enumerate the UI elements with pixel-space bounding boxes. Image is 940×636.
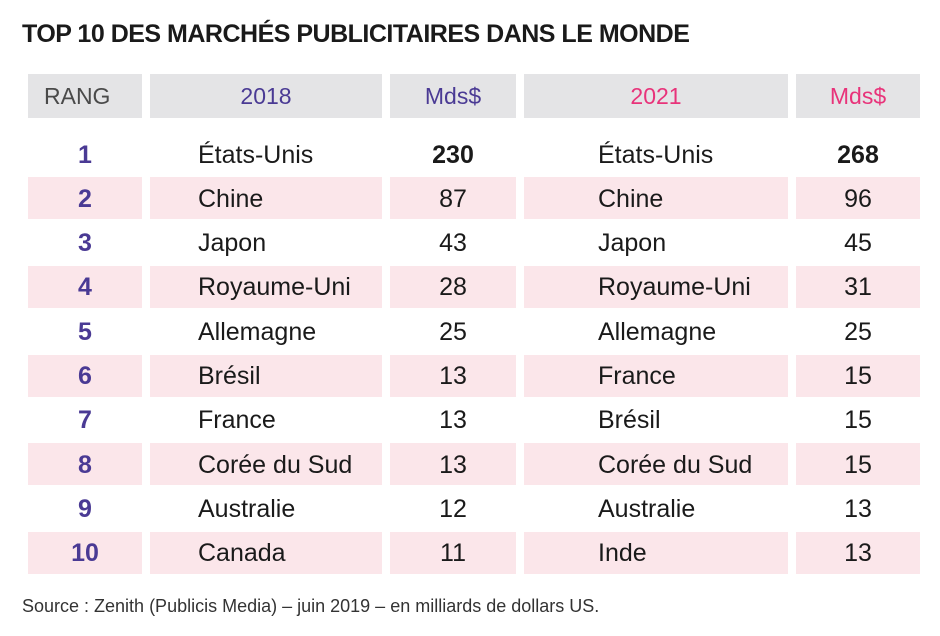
rank-cell: 2 — [78, 184, 92, 213]
value-2021-cell: 96 — [844, 184, 872, 213]
table-row: 3 Japon 43 Japon 45 — [0, 222, 940, 266]
row-band — [390, 177, 516, 220]
country-2021-cell: Japon — [598, 229, 667, 258]
country-2018-cell: France — [198, 406, 276, 435]
country-2021-cell: France — [598, 362, 676, 390]
value-2021-cell: 31 — [844, 273, 872, 302]
value-2021-cell: 25 — [844, 317, 872, 346]
country-2021-cell: Corée du Sud — [598, 450, 753, 479]
value-2018-cell: 43 — [439, 229, 467, 258]
rank-cell: 4 — [78, 273, 92, 302]
country-2018-cell: Canada — [198, 539, 286, 568]
value-2018-cell: 28 — [439, 273, 467, 302]
country-2021-cell: Australie — [598, 494, 696, 523]
country-2018-cell: Royaume-Uni — [198, 273, 351, 302]
country-2021-cell: Royaume-Uni — [598, 273, 751, 302]
value-2021-cell: 268 — [837, 140, 879, 169]
value-2021-cell: 15 — [844, 406, 872, 435]
row-band — [150, 177, 382, 220]
value-2018-cell: 13 — [439, 450, 467, 479]
country-2018-cell: Allemagne — [198, 317, 317, 346]
value-2021-cell: 13 — [844, 539, 872, 568]
country-2018-cell: Chine — [198, 184, 264, 213]
row-band — [390, 354, 516, 397]
row-band — [524, 354, 788, 397]
row-band — [390, 265, 516, 308]
row-band — [28, 443, 142, 486]
country-2018-cell: Brésil — [198, 362, 261, 390]
row-band — [150, 531, 382, 574]
row-band — [390, 443, 516, 486]
rank-cell: 7 — [78, 406, 92, 435]
row-band — [524, 177, 788, 220]
source-note: Source : Zenith (Publicis Media) – juin … — [22, 596, 600, 616]
value-2018-cell: 13 — [439, 406, 467, 435]
row-band — [28, 265, 142, 308]
table-row: 4 Royaume-Uni 28 Royaume-Uni 31 — [0, 265, 940, 310]
rank-cell: 9 — [78, 494, 92, 523]
value-2018-cell: 13 — [439, 362, 467, 390]
row-band — [796, 265, 920, 308]
rank-cell: 10 — [71, 539, 99, 568]
row-band — [28, 354, 142, 397]
value-2018-cell: 230 — [432, 140, 474, 169]
header-unit-2021: Mds$ — [796, 74, 920, 118]
row-band — [150, 443, 382, 486]
header-unit-2018: Mds$ — [390, 74, 516, 118]
table-row: 1 États-Unis 230 États-Unis 268 — [0, 133, 940, 177]
country-2021-cell: Allemagne — [598, 317, 717, 346]
country-2021-cell: Chine — [598, 184, 664, 213]
value-2021-cell: 13 — [844, 494, 872, 523]
row-band — [390, 531, 516, 574]
country-2018-cell: Corée du Sud — [198, 450, 353, 479]
country-2018-cell: Australie — [198, 494, 296, 523]
header-year-2018: 2018 — [150, 74, 382, 118]
table-row: 6 Brésil 13 France 15 — [0, 354, 940, 399]
row-band — [28, 177, 142, 220]
table-row: 7 France 13 Brésil 15 — [0, 399, 940, 443]
row-band — [796, 354, 920, 397]
row-band — [524, 265, 788, 308]
table-row: 9 Australie 12 Australie 13 — [0, 487, 940, 531]
chart-title: TOP 10 DES MARCHÉS PUBLICITAIRES DANS LE… — [22, 20, 690, 48]
row-band — [524, 531, 788, 574]
row-band — [150, 265, 382, 308]
value-2021-cell: 15 — [844, 362, 872, 390]
value-2018-cell: 87 — [439, 184, 467, 213]
table-row: 8 Corée du Sud 13 Corée du Sud 15 — [0, 443, 940, 487]
row-band — [796, 531, 920, 574]
value-2021-cell: 15 — [844, 450, 872, 479]
country-2021-cell: Inde — [598, 539, 647, 568]
value-2018-cell: 11 — [440, 539, 466, 568]
row-band — [796, 443, 920, 486]
table-row: 10 Canada 11 Inde 13 — [0, 531, 940, 576]
row-band — [150, 354, 382, 397]
row-band — [28, 531, 142, 574]
country-2021-cell: Brésil — [598, 406, 661, 435]
country-2018-cell: Japon — [198, 229, 267, 258]
value-2018-cell: 12 — [439, 494, 467, 523]
row-band — [524, 443, 788, 486]
row-band — [796, 177, 920, 220]
table-row: 5 Allemagne 25 Allemagne 25 — [0, 310, 940, 354]
rank-cell: 3 — [78, 229, 92, 258]
header-rank: RANG — [28, 74, 142, 118]
rank-cell: 8 — [78, 450, 92, 479]
country-2018-cell: États-Unis — [198, 140, 314, 169]
rank-cell: 6 — [78, 362, 92, 390]
value-2021-cell: 45 — [844, 229, 872, 258]
country-2021-cell: États-Unis — [598, 140, 714, 169]
rank-cell: 5 — [78, 317, 92, 346]
rank-cell: 1 — [78, 140, 92, 169]
value-2018-cell: 25 — [439, 317, 467, 346]
table-row: 2 Chine 87 Chine 96 — [0, 177, 940, 221]
header-year-2021: 2021 — [524, 74, 788, 118]
